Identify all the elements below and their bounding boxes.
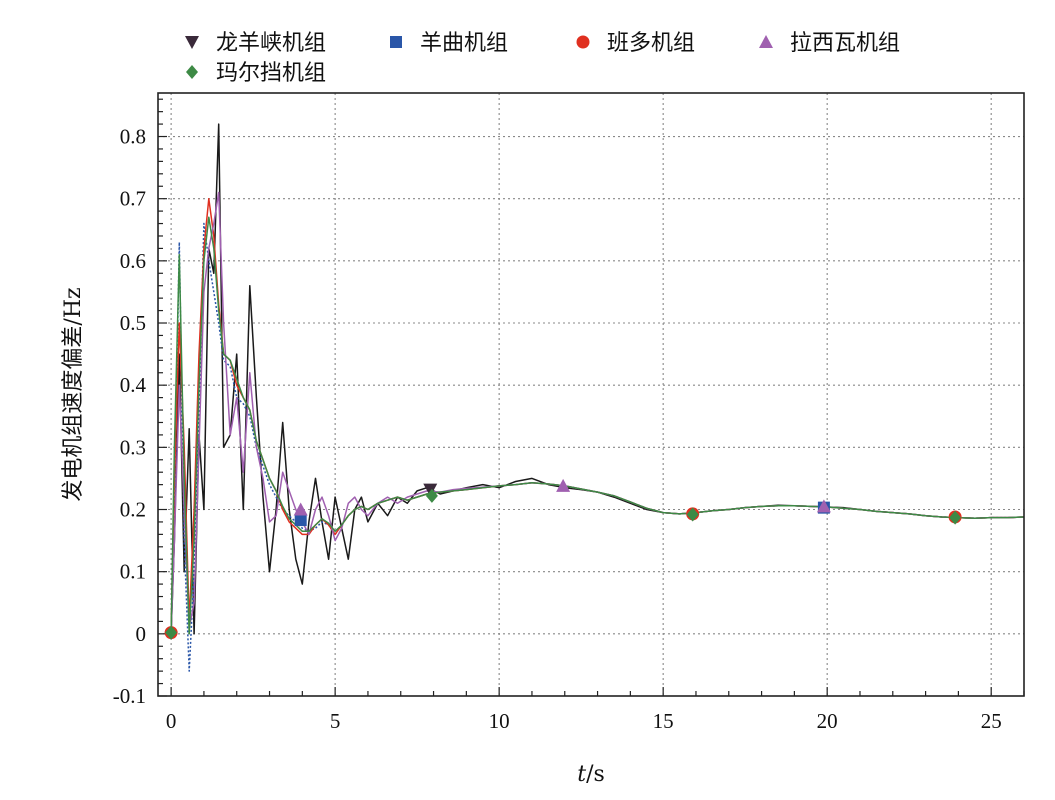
series-1-marker-0 [294,514,307,527]
x-minor-ticks [170,687,1025,696]
legend-label-4: 玛尔挡机组 [216,61,326,86]
y-tick-label-8: 0.7 [120,187,146,211]
grid-lines [158,93,1024,696]
y-tick-label-2: 0.1 [120,560,146,584]
series-3-marker-0 [293,502,308,516]
y-minor-ticks [158,98,167,697]
y-tick-label-4: 0.3 [120,435,146,459]
series-line-4 [170,216,1025,635]
legend-label-2: 班多机组 [607,31,695,56]
series-line-1 [170,222,1025,672]
legend-label-0: 龙羊峡机组 [216,31,326,56]
series-4-marker-1 [425,488,438,503]
y-tick-label-7: 0.6 [120,249,146,273]
series-3-marker-1 [556,478,571,492]
series-4-marker-3 [949,510,962,525]
series-4-marker-2 [686,507,699,522]
x-tick-label-3: 15 [653,709,674,733]
legend-marker-0 [185,36,199,49]
legend-marker-3 [759,35,773,48]
y-tick-label-0: -0.1 [113,684,146,708]
y-tick-label-1: 0 [136,622,147,646]
y-axis-title: 发电机组速度偏差/Hz [61,287,86,501]
y-tick-label-9: 0.8 [120,125,146,149]
y-tick-label-5: 0.4 [120,373,147,397]
series-lines [170,123,1025,672]
y-tick-label-3: 0.2 [120,498,146,522]
y-tick-label-6: 0.5 [120,311,146,335]
legend-item-2: 班多机组 [576,31,695,56]
series-0-marker-0 [423,483,438,497]
legend-marker-2 [576,35,590,49]
x-tick-label-5: 25 [981,709,1002,733]
legend-item-3: 拉西瓦机组 [759,31,900,56]
x-axis-title: t/s [577,762,605,787]
x-axis-title-italic: t [577,762,586,787]
y-tick-labels: -0.1 0 0.1 0.2 0.3 0.4 0.5 0.6 0.7 0.8 [113,125,147,708]
series-markers [164,478,962,640]
legend-label-3: 拉西瓦机组 [790,31,900,56]
x-tick-labels: 0 5 10 15 20 25 [166,709,1002,733]
legend-item-4: 玛尔挡机组 [186,61,326,86]
series-line-3 [170,191,1025,634]
legend-item-1: 羊曲机组 [390,31,508,56]
x-tick-label-1: 5 [330,709,341,733]
x-tick-label-0: 0 [166,709,177,733]
legend-marker-1 [390,36,402,48]
plot-frame [157,92,1025,697]
series-line-0 [170,123,1025,635]
legend-marker-4 [186,65,198,79]
legend-item-0: 龙羊峡机组 [185,31,326,56]
legend-label-1: 羊曲机组 [420,31,508,56]
series-3-marker-2 [816,499,831,513]
series-4-marker-0 [165,625,178,640]
x-axis-title-unit: /s [586,762,605,787]
x-tick-label-2: 10 [489,709,510,733]
series-line-2 [170,197,1025,634]
x-tick-label-4: 20 [817,709,838,733]
